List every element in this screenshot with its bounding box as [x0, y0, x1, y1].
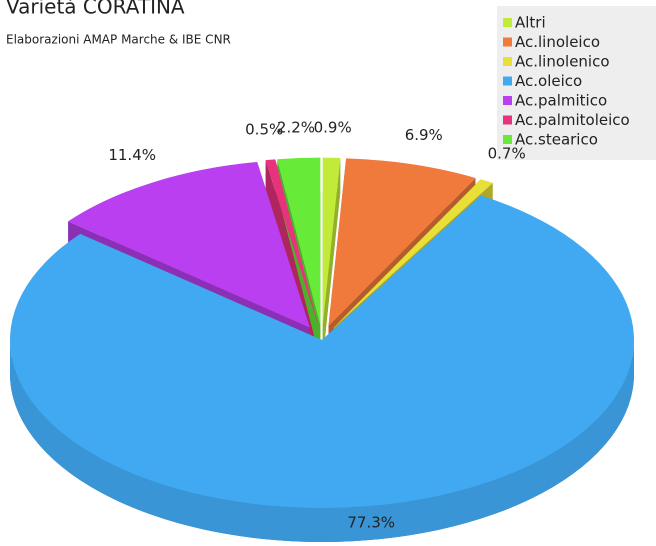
legend-label: Altri: [515, 14, 546, 32]
legend-label: Ac.linoleico: [515, 33, 600, 51]
value-label: 0.9%: [314, 118, 352, 136]
legend-label: Ac.linolenico: [515, 53, 610, 71]
value-label: 2.2%: [277, 119, 315, 137]
legend-label: Ac.oleico: [515, 72, 582, 90]
chart-subtitle: Elaborazioni AMAP Marche & IBE CNR: [6, 33, 231, 47]
legend-swatch: [503, 77, 512, 86]
legend-swatch: [503, 18, 512, 27]
value-label: 11.4%: [108, 146, 156, 164]
legend-swatch: [503, 135, 512, 144]
legend-label: Ac.palmitoleico: [515, 111, 630, 129]
chart-title: Varietà CORATINA: [6, 0, 185, 19]
legend-swatch: [503, 96, 512, 105]
value-label: 77.3%: [347, 513, 395, 531]
legend-swatch: [503, 38, 512, 47]
legend-label: Ac.stearico: [515, 131, 598, 149]
legend-swatch: [503, 116, 512, 125]
chart: Varietà CORATINA Elaborazioni AMAP March…: [0, 0, 656, 546]
legend-label: Ac.palmitico: [515, 92, 607, 110]
legend-swatch: [503, 57, 512, 66]
value-label: 6.9%: [405, 126, 443, 144]
